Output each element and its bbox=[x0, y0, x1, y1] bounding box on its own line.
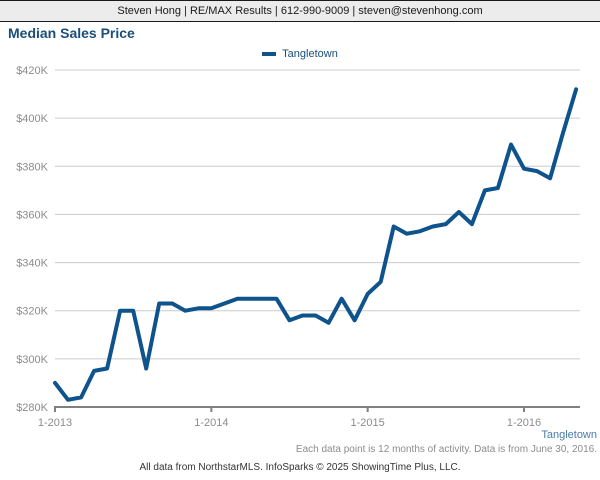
page-title: Median Sales Price bbox=[8, 25, 135, 41]
contact-bar-text: Steven Hong | RE/MAX Results | 612-990-9… bbox=[117, 5, 483, 17]
x-axis-label: 1-2013 bbox=[38, 417, 72, 429]
y-axis-label: $400K bbox=[16, 113, 48, 125]
median-sales-price-chart[interactable]: $420K $400K $380K $360K $340K $320K $300K $280K… bbox=[0, 60, 600, 432]
y-axis-label: $360K bbox=[16, 209, 48, 221]
x-axis-label: 1-2014 bbox=[194, 417, 228, 429]
attribution-line: All data from NorthstarMLS. InfoSparks ©… bbox=[139, 462, 461, 473]
x-axis-label: 1-2016 bbox=[507, 417, 541, 429]
y-axis-label: $280K bbox=[16, 402, 48, 414]
y-axis-label: $380K bbox=[16, 161, 48, 173]
series-line-tangletown[interactable] bbox=[53, 87, 579, 402]
chart-footer: Tangletown Each data point is 12 months … bbox=[296, 429, 597, 455]
legend-series-label: Tangletown bbox=[282, 48, 338, 60]
chart-legend: Tangletown bbox=[0, 47, 600, 61]
y-axis-label: $320K bbox=[16, 306, 48, 318]
footer-series-name: Tangletown bbox=[541, 429, 597, 441]
legend-line-swatch bbox=[262, 52, 277, 56]
y-axis-label: $300K bbox=[16, 354, 48, 366]
footer-data-note: Each data point is 12 months of activity… bbox=[295, 444, 597, 455]
y-axis-label: $340K bbox=[16, 258, 48, 270]
y-axis-label: $420K bbox=[16, 65, 48, 77]
x-axis-label: 1-2015 bbox=[351, 417, 385, 429]
contact-bar: Steven Hong | RE/MAX Results | 612-990-9… bbox=[0, 0, 600, 22]
